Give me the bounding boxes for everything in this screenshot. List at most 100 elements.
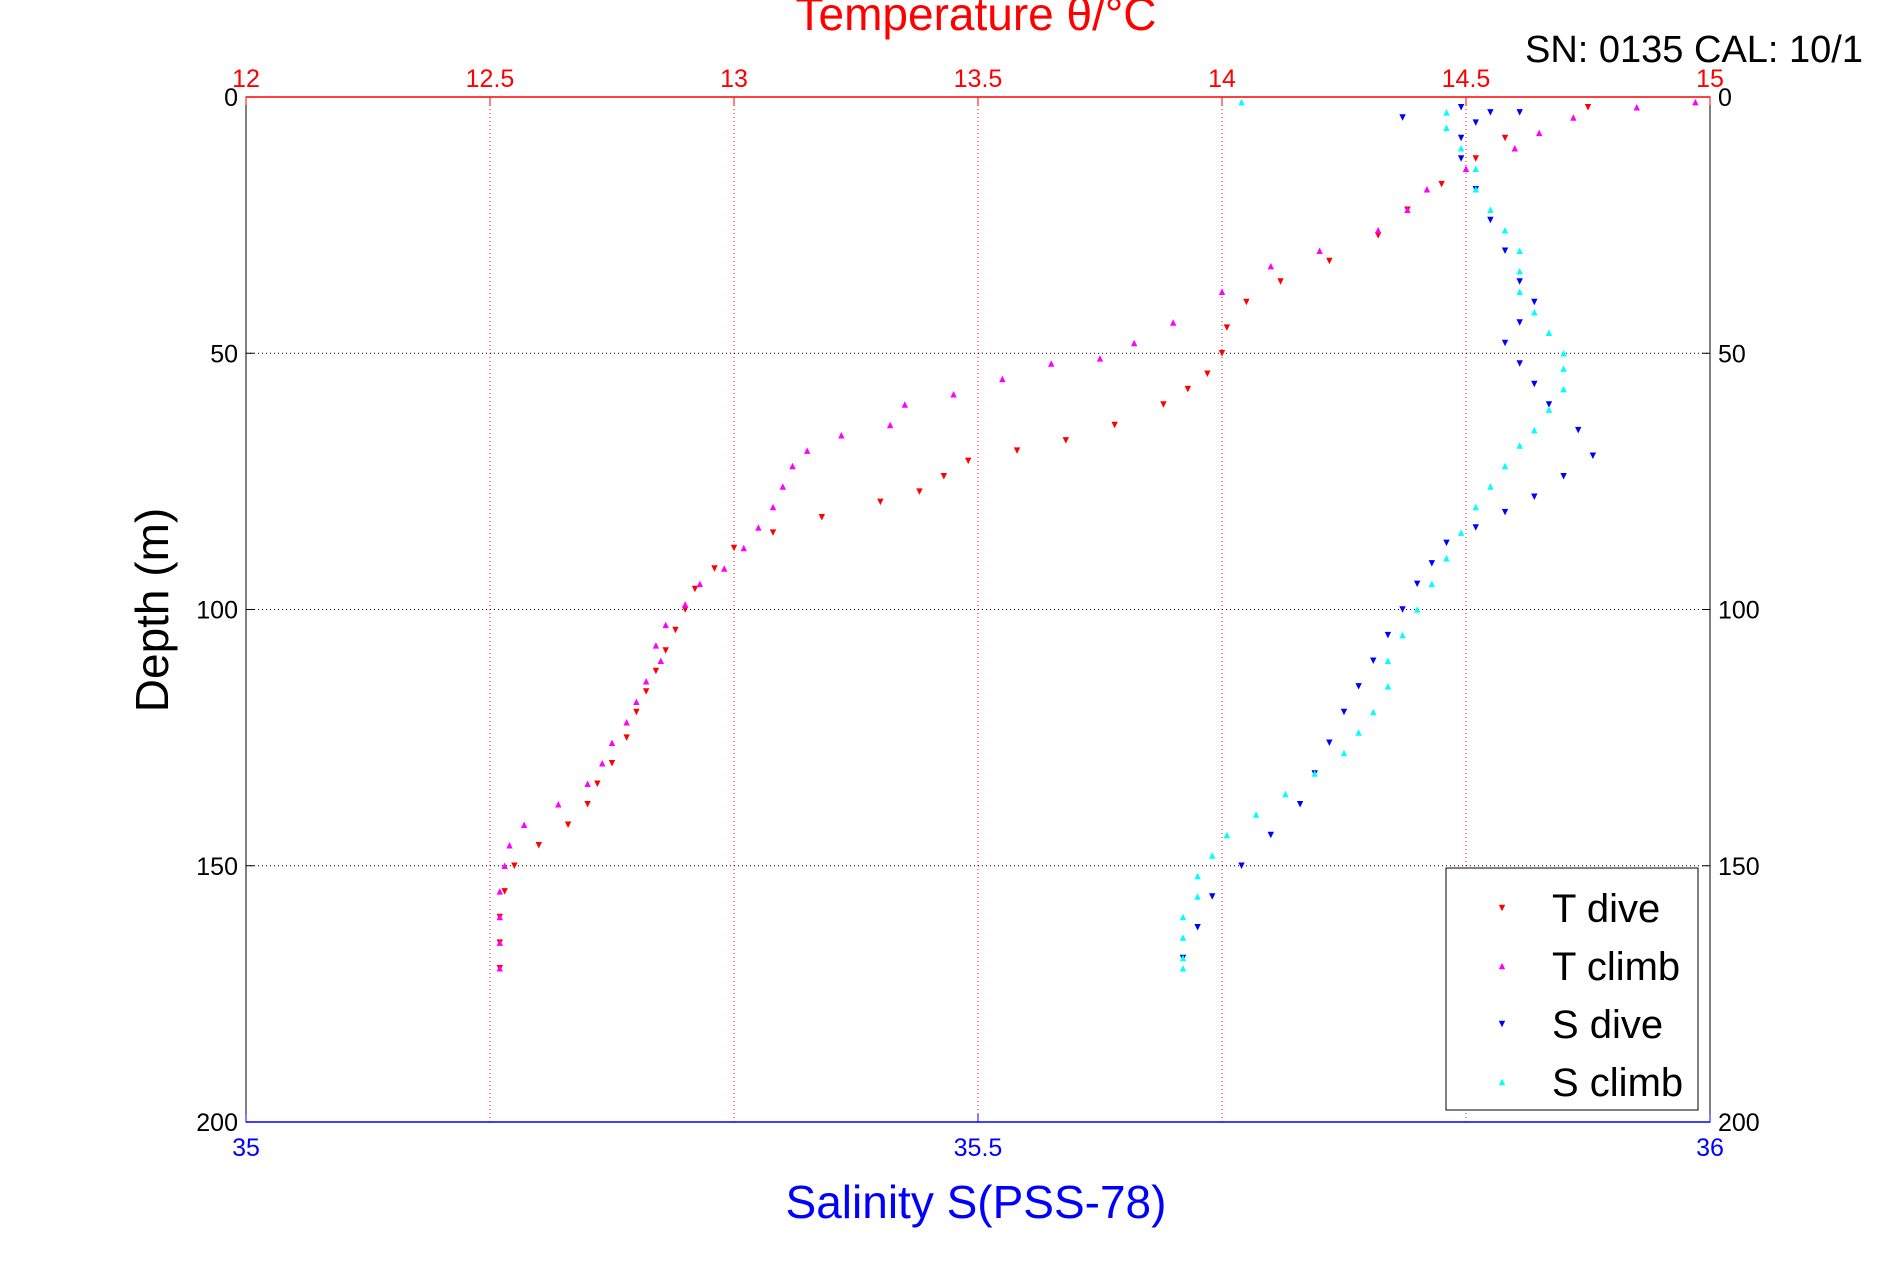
s-dive-point <box>1399 606 1406 613</box>
legend-label-s-climb: S climb <box>1552 1061 1683 1105</box>
t-climb-point <box>608 739 616 746</box>
s-climb-point <box>1443 124 1450 131</box>
t-dive-point <box>1013 447 1021 454</box>
t-climb-point <box>506 842 513 849</box>
s-climb-point <box>1516 247 1523 254</box>
t-climb-point <box>1170 319 1177 326</box>
s-climb-point <box>1516 268 1523 275</box>
t-climb-point <box>1130 339 1138 347</box>
t-climb-point <box>633 698 640 705</box>
s-climb-point <box>1516 442 1523 449</box>
s-dive-point <box>1531 298 1538 306</box>
depth-tick-label-right: 200 <box>1718 1109 1760 1137</box>
legend-marker-t-dive <box>1498 904 1506 912</box>
t-dive-point <box>682 606 689 613</box>
t-climb-point <box>1267 262 1274 270</box>
s-dive-point <box>1326 739 1333 746</box>
t-climb-point <box>779 483 786 490</box>
s-climb-point <box>1472 186 1479 193</box>
t-climb-point <box>901 401 908 408</box>
t-climb-point <box>1374 227 1382 234</box>
s-climb-point <box>1472 165 1479 172</box>
s-climb-point <box>1194 893 1201 900</box>
s-climb-point <box>1384 657 1392 664</box>
t-climb-point <box>682 601 689 608</box>
s-climb-point <box>1443 109 1450 116</box>
t-dive-point <box>584 801 591 808</box>
s-climb-point <box>1414 606 1421 613</box>
t-dive-point <box>711 565 718 572</box>
chart-title: Temperature θ/°C <box>796 0 1157 40</box>
s-dive-point <box>1414 580 1421 588</box>
s-climb-point <box>1384 683 1392 690</box>
s-climb-point <box>1501 227 1509 234</box>
t-climb-point <box>555 801 562 808</box>
s-climb-point <box>1428 580 1436 588</box>
temperature-tick-label: 14.5 <box>1442 65 1491 93</box>
s-dive-point <box>1487 109 1494 116</box>
t-climb-point <box>1404 206 1411 213</box>
salinity-tick-label: 35.5 <box>954 1134 1003 1162</box>
s-climb-point <box>1472 503 1479 511</box>
legend-marker-t-climb <box>1498 962 1506 970</box>
t-dive-point <box>662 647 669 654</box>
t-climb-point <box>838 432 845 439</box>
t-climb-point <box>696 580 704 588</box>
t-climb-point <box>501 862 508 869</box>
t-climb-point <box>1570 114 1577 121</box>
data-points <box>496 98 1699 972</box>
t-climb-point <box>496 888 503 895</box>
s-climb-point <box>1457 529 1465 536</box>
s-dive-point <box>1457 155 1465 162</box>
legend-label-t-dive: T dive <box>1552 887 1660 931</box>
s-dive-point <box>1545 401 1553 408</box>
s-dive-point <box>1238 862 1245 869</box>
t-dive-point <box>818 514 826 521</box>
s-dive-point <box>1370 657 1377 664</box>
t-climb-point <box>1462 165 1470 172</box>
t-climb-point <box>740 544 747 552</box>
s-dive-point <box>1384 631 1392 639</box>
t-dive-point <box>564 821 572 828</box>
s-dive-point <box>1340 708 1348 716</box>
legend-marker-s-dive <box>1498 1020 1506 1028</box>
s-climb-point <box>1399 631 1406 639</box>
t-dive-point <box>1062 437 1070 444</box>
temperature-tick-label: 13 <box>720 65 748 93</box>
legend-label-t-climb: T climb <box>1552 945 1680 989</box>
s-dive-point <box>1443 539 1450 547</box>
t-climb-point <box>599 760 606 767</box>
t-climb-point <box>584 780 591 787</box>
s-dive-point <box>1399 114 1406 121</box>
s-climb-point <box>1560 385 1567 393</box>
temperature-tick-label: 14 <box>1208 65 1236 93</box>
t-climb-point <box>769 503 777 511</box>
s-climb-point <box>1560 365 1567 372</box>
t-climb-point <box>657 657 664 664</box>
s-dive-point <box>1516 109 1523 116</box>
temperature-tick-label: 15 <box>1696 65 1724 93</box>
depth-tick-label-left: 0 <box>224 84 238 112</box>
t-dive-point <box>511 862 518 869</box>
t-dive-point <box>730 544 738 552</box>
s-climb-point <box>1355 729 1362 736</box>
t-climb-point <box>804 447 811 454</box>
temperature-tick-label: 13.5 <box>954 65 1003 93</box>
t-climb-point <box>1536 129 1543 137</box>
s-climb-point <box>1252 811 1260 818</box>
s-dive-point <box>1531 493 1538 500</box>
s-climb-point <box>1516 288 1523 295</box>
t-dive-point <box>1472 155 1479 162</box>
s-dive-point <box>1589 452 1597 459</box>
t-dive-point <box>1501 134 1509 142</box>
legend-marker-s-climb <box>1498 1078 1506 1086</box>
t-dive-point <box>1218 350 1226 357</box>
t-dive-point <box>1223 324 1231 331</box>
depth-tick-label-right: 150 <box>1718 853 1760 881</box>
salinity-tick-label: 36 <box>1696 1134 1724 1162</box>
s-dive-point <box>1560 473 1567 480</box>
s-dive-point <box>1501 339 1509 347</box>
t-climb-point <box>755 524 762 531</box>
t-dive-point <box>535 842 542 849</box>
